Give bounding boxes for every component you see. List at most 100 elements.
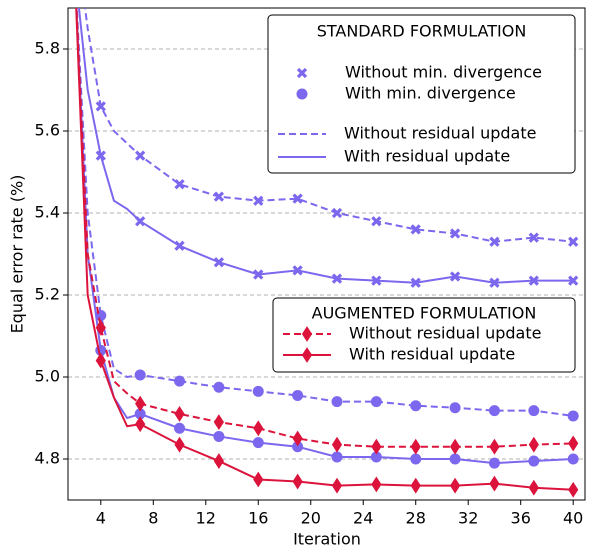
x-tick-label: 28: [406, 509, 426, 528]
data-point: [449, 477, 461, 494]
data-point: [568, 275, 579, 286]
data-point: [568, 435, 579, 452]
x-tick-label: 4: [96, 509, 106, 528]
legend-label: With residual update: [349, 345, 515, 364]
data-point: [528, 479, 539, 496]
x-tick-label: 16: [248, 509, 268, 528]
data-point: [489, 438, 500, 455]
data-point: [213, 453, 224, 469]
data-point: [410, 400, 422, 412]
data-point: [488, 457, 500, 469]
y-tick-label: 5.2: [35, 285, 60, 304]
data-point: [489, 236, 500, 247]
legend-label: Without residual update: [344, 124, 536, 143]
x-tick-label: 36: [511, 509, 531, 528]
data-point: [292, 389, 304, 401]
data-point: [371, 476, 382, 493]
data-point: [292, 430, 303, 447]
data-point: [567, 410, 579, 422]
x-tick-label: 24: [353, 509, 373, 528]
plot-frame: [67, 7, 586, 501]
y-tick-label: 5.4: [35, 203, 60, 222]
legend-title: STANDARD FORMULATION: [317, 22, 527, 41]
data-point: [568, 481, 579, 498]
legend-label: Without residual update: [349, 324, 541, 343]
data-point: [292, 193, 303, 204]
data-point: [489, 277, 500, 288]
legend-marker: [301, 326, 313, 342]
data-point: [135, 150, 146, 161]
plot-area: [75, 8, 579, 498]
data-point: [174, 375, 186, 387]
data-point: [213, 191, 225, 202]
data-point: [568, 236, 579, 247]
data-point: [213, 257, 225, 268]
legend-label: With residual update: [344, 147, 510, 166]
data-point: [528, 436, 539, 453]
legend-label: Without min. divergence: [345, 63, 542, 82]
data-point: [331, 273, 343, 284]
legend-title: AUGMENTED FORMULATION: [312, 304, 537, 323]
data-point: [213, 414, 224, 431]
data-point: [410, 438, 421, 455]
data-point: [292, 265, 303, 276]
data-point: [489, 475, 500, 492]
data-point: [449, 438, 461, 455]
data-point: [371, 216, 382, 227]
x-tick-label: 20: [301, 509, 321, 528]
y-axis-label: Equal error rate (%): [8, 175, 27, 334]
data-point: [213, 430, 225, 442]
data-point: [528, 232, 539, 243]
data-point: [174, 240, 185, 251]
data-point: [292, 473, 303, 490]
data-point: [135, 216, 146, 227]
data-point: [253, 420, 264, 437]
data-point: [528, 455, 540, 467]
data-point: [253, 195, 264, 206]
data-point: [331, 207, 343, 219]
data-point: [253, 471, 264, 488]
x-tick-label: 32: [458, 509, 478, 528]
data-point: [174, 179, 185, 190]
data-point: [567, 453, 579, 465]
data-point: [252, 437, 264, 449]
data-point: [410, 277, 421, 288]
x-tick-label: 8: [148, 509, 158, 528]
data-point: [410, 224, 421, 235]
data-point: [95, 101, 106, 112]
data-point: [95, 319, 106, 336]
data-point: [135, 416, 146, 433]
y-tick-label: 4.8: [35, 449, 60, 468]
legend-marker: [301, 347, 313, 363]
legend-box: [272, 297, 576, 373]
data-point: [410, 453, 422, 465]
data-point: [213, 381, 225, 393]
data-point: [410, 477, 421, 494]
legend-marker: [296, 67, 308, 79]
data-point: [371, 438, 382, 455]
y-tick-label: 5.0: [35, 367, 60, 386]
y-tick-label: 5.6: [35, 121, 60, 140]
x-tick-label: 40: [563, 509, 583, 528]
data-point: [95, 352, 106, 369]
x-axis-label: Iteration: [293, 530, 361, 547]
y-tick-label: 5.8: [35, 39, 60, 58]
data-point: [331, 436, 343, 453]
legend-marker: [296, 88, 308, 100]
data-point: [174, 422, 186, 434]
data-point: [253, 269, 264, 280]
data-point: [252, 385, 264, 397]
data-point: [449, 402, 461, 414]
data-point: [331, 451, 343, 463]
data-point: [449, 453, 461, 465]
data-point: [370, 396, 382, 408]
data-point: [449, 228, 461, 239]
data-point: [488, 405, 500, 417]
data-point: [135, 395, 146, 412]
data-point: [331, 477, 343, 494]
data-point: [95, 150, 106, 161]
data-point: [134, 369, 146, 381]
data-point: [528, 275, 539, 286]
x-tick-label: 12: [196, 509, 216, 528]
